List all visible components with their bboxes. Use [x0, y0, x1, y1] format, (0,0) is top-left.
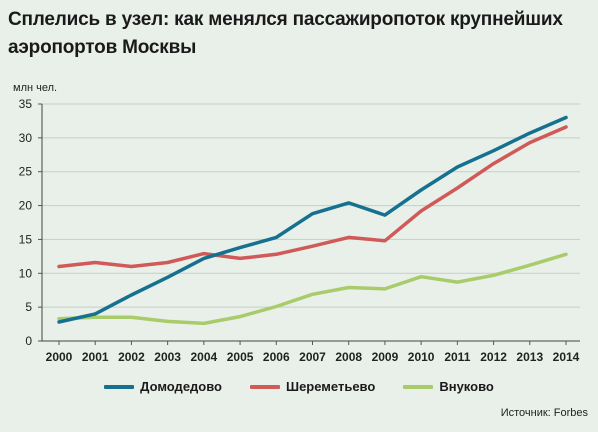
x-tick-label: 2009 — [372, 350, 399, 364]
x-tick-label: 2005 — [227, 350, 254, 364]
x-tick-label: 2014 — [553, 350, 580, 364]
y-tick-label: 20 — [19, 199, 33, 213]
x-tick-label: 2013 — [516, 350, 543, 364]
legend-label-sheremetyevo: Шереметьево — [286, 379, 376, 394]
y-tick-label: 30 — [19, 131, 33, 145]
y-tick-label: 5 — [25, 300, 32, 314]
legend-item-sheremetyevo: Шереметьево — [250, 379, 375, 394]
legend-label-vnukovo: Внуково — [439, 379, 494, 394]
series-line-sheremetyevo — [57, 125, 568, 269]
y-tick-label: 15 — [19, 232, 33, 246]
x-tick-label: 2001 — [82, 350, 109, 364]
y-tick-label: 10 — [19, 266, 33, 280]
x-tick-label: 2003 — [154, 350, 181, 364]
x-tick-label: 2002 — [118, 350, 145, 364]
x-tick-label: 2008 — [335, 350, 362, 364]
x-tick-label: 2004 — [191, 350, 218, 364]
legend-label-domodedovo: Домодедово — [140, 379, 222, 394]
legend-swatch-domodedovo — [104, 384, 135, 389]
source-note: Источник: Forbes — [500, 407, 588, 419]
legend-item-domodedovo: Домодедово — [104, 379, 222, 394]
y-tick-label: 0 — [25, 334, 32, 348]
legend: Домодедово Шереметьево Внуково — [0, 379, 598, 394]
legend-item-vnukovo: Внуково — [403, 379, 494, 394]
y-tick-labels: 0 5 10 15 20 25 30 35 — [19, 97, 33, 348]
x-tick-labels: 2000 2001 2002 2003 2004 2005 2006 2007 2008 2009… — [46, 350, 580, 364]
x-tick-label: 2007 — [299, 350, 326, 364]
x-tick-label: 2012 — [480, 350, 507, 364]
x-tick-label: 2000 — [46, 350, 73, 364]
series-lines — [57, 115, 568, 326]
y-axis-unit-label: млн чел. — [13, 82, 58, 94]
y-tick-label: 25 — [19, 165, 33, 179]
grid-lines — [38, 103, 580, 342]
y-tick-label: 35 — [19, 97, 33, 111]
legend-swatch-sheremetyevo — [250, 384, 280, 389]
series-line-domodedovo — [57, 115, 568, 324]
x-tick-label: 2010 — [408, 350, 435, 364]
x-tick-label: 2006 — [263, 350, 290, 364]
axes — [41, 104, 580, 345]
chart-title: Сплелись в узел: как менялся пассажиропо… — [8, 9, 563, 58]
x-tick-label: 2011 — [444, 350, 470, 364]
legend-swatch-vnukovo — [403, 384, 434, 389]
